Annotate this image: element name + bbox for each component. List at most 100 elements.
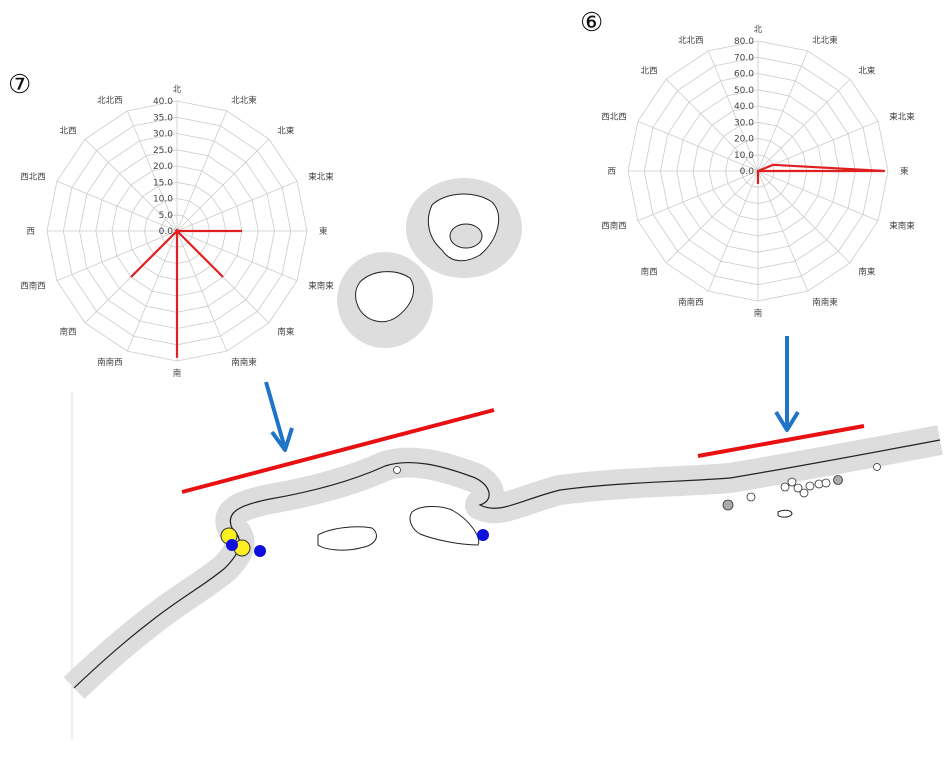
radar-spoke — [176, 138, 270, 232]
radar-direction-label: 北東 — [858, 66, 876, 77]
marker-white — [393, 466, 401, 474]
marker-white — [793, 483, 803, 493]
radar-spoke — [176, 110, 228, 232]
chart-6-label: ⑥ — [580, 8, 604, 38]
radar-tick-label: 40.0 — [153, 97, 173, 107]
radar-direction-label: 東北東 — [889, 112, 915, 123]
island-bay — [409, 506, 480, 546]
radar-spoke — [637, 170, 759, 222]
chart-7-label: ⑦ — [8, 70, 32, 100]
marker-white — [787, 477, 797, 487]
marker-white — [821, 478, 831, 488]
radar-spoke — [56, 180, 178, 232]
marker-gray — [722, 499, 734, 511]
radar-spoke — [84, 138, 178, 232]
radar-tick-label: 30.0 — [734, 118, 754, 128]
arrow-6-head — [774, 410, 800, 432]
radar-direction-label: 南南東 — [812, 297, 838, 308]
radar-tick-label: 10.0 — [153, 195, 173, 205]
radar-spoke — [757, 170, 809, 292]
coastline — [73, 439, 941, 689]
radar-direction-label: 北 — [754, 25, 763, 35]
radar-direction-label: 南南東 — [231, 357, 257, 368]
arrow-7-head — [270, 427, 294, 452]
radar-tick-label: 35.0 — [153, 113, 173, 123]
marker-white — [746, 492, 756, 502]
radar-tick-label: 80.0 — [734, 37, 754, 47]
radar-direction-label: 南南西 — [678, 297, 704, 308]
front-line-6 — [697, 424, 865, 458]
markers — [220, 463, 881, 557]
radar-direction-label: 北北東 — [231, 95, 257, 106]
radar-tick-label: 10.0 — [734, 151, 754, 161]
radar-spoke — [665, 78, 759, 172]
radar-spoke — [757, 170, 879, 222]
radar-direction-label: 西 — [26, 227, 35, 237]
radar-chart-7: 0.0 5.0 10.0 15.0 20.0 25.0 30.0 35.0 40.0北北北東北東… — [20, 85, 334, 379]
marker-white — [873, 463, 881, 471]
radar-spoke — [665, 170, 759, 264]
radar-direction-label: 西 — [607, 167, 616, 177]
radar-spoke — [176, 230, 228, 352]
front-line-7 — [181, 408, 495, 494]
coast-buffer — [63, 425, 943, 699]
radar-tick-label: 70.0 — [734, 53, 754, 63]
inset-islands — [337, 178, 522, 348]
radar-spoke — [176, 230, 298, 282]
marker-gray — [833, 475, 843, 485]
radar-direction-label: 北北西 — [678, 36, 704, 46]
radar-spoke — [707, 50, 759, 172]
marker-blue — [477, 529, 489, 541]
radar-spoke — [637, 120, 759, 172]
radar-tick-label: 15.0 — [153, 178, 173, 188]
radar-direction-label: 南 — [173, 368, 182, 379]
radar-direction-label: 南東 — [858, 266, 876, 277]
arrows — [264, 336, 800, 452]
radar-series-line — [756, 163, 885, 184]
radar-direction-label: 東 — [319, 226, 328, 237]
radar-tick-label: 30.0 — [153, 130, 173, 140]
radar-spoke — [56, 230, 178, 282]
radar-direction-label: 南西 — [641, 266, 658, 277]
radar-spoke — [126, 110, 178, 232]
marker-blue — [254, 545, 266, 557]
radar-direction-label: 西南西 — [20, 280, 46, 291]
radar-direction-label: 西北西 — [20, 173, 46, 183]
radar-direction-label: 東北東 — [308, 172, 334, 183]
marker-white — [780, 482, 790, 492]
radar-tick-label: 60.0 — [734, 70, 754, 80]
radar-spoke — [757, 120, 879, 172]
radar-direction-label: 東南東 — [308, 280, 334, 291]
radar-direction-label: 南東 — [277, 326, 295, 337]
radar-direction-label: 東南東 — [889, 220, 915, 231]
radar-direction-label: 北東 — [277, 126, 295, 137]
radar-series-line — [130, 228, 242, 358]
radar-direction-label: 東 — [900, 166, 909, 177]
island-small-right — [777, 509, 793, 518]
radar-spoke — [757, 170, 851, 264]
marker-blue — [226, 539, 238, 551]
radar-tick-label: 5.0 — [159, 211, 174, 221]
radar-spoke — [707, 170, 759, 292]
radar-spoke — [126, 230, 178, 352]
radar-direction-label: 西北西 — [601, 113, 627, 123]
radar-tick-label: 40.0 — [734, 102, 754, 112]
radar-direction-label: 北西 — [60, 127, 77, 137]
marker-white — [805, 481, 815, 491]
radar-tick-label: 20.0 — [734, 135, 754, 145]
radar-direction-label: 南西 — [60, 326, 77, 337]
radar-chart-6: 0.010.020.030.040.050.060.070.080.0北北北東北… — [601, 25, 915, 319]
radar-direction-label: 北 — [173, 85, 182, 95]
radar-spoke — [176, 180, 298, 232]
radar-direction-label: 北北東 — [812, 35, 838, 46]
radar-tick-label: 0.0 — [159, 227, 174, 237]
radar-direction-label: 北北西 — [97, 96, 123, 106]
arrow-7-shaft — [264, 381, 286, 446]
radar-direction-label: 北西 — [641, 67, 658, 77]
radar-spoke — [757, 50, 809, 172]
radar-spoke — [757, 78, 851, 172]
radar-tick-label: 20.0 — [153, 162, 173, 172]
radar-direction-label: 南 — [754, 308, 763, 319]
coast-map — [63, 178, 943, 740]
